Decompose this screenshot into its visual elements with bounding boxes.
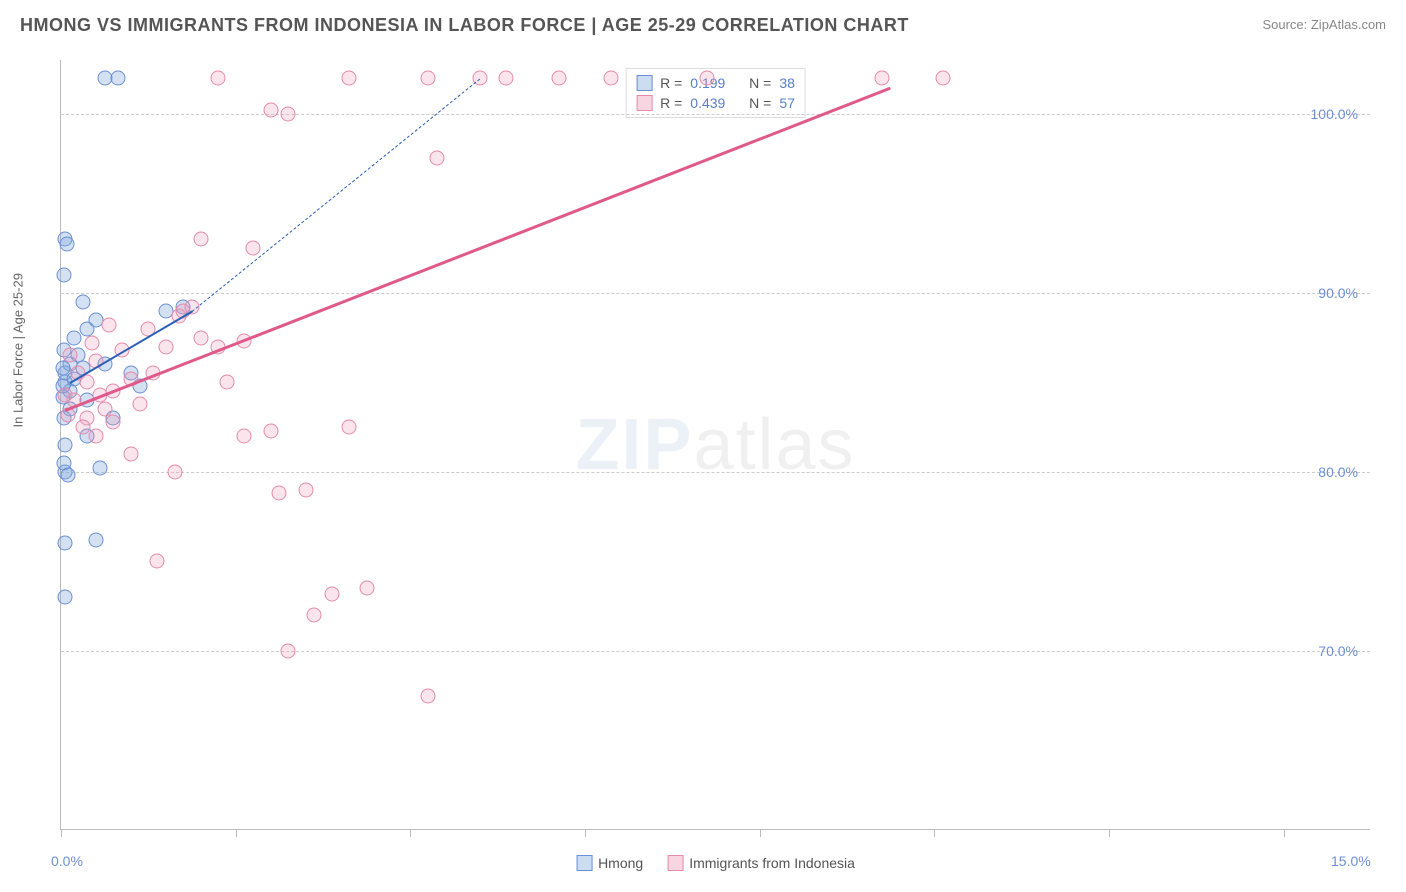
scatter-point-hmong — [110, 70, 125, 85]
swatch-icon — [576, 855, 592, 871]
y-tick-label: 80.0% — [1318, 464, 1358, 480]
x-tick — [236, 829, 237, 837]
correlation-stats-box: R = 0.199 N = 38 R = 0.439 N = 57 — [625, 68, 806, 118]
chart-title: HMONG VS IMMIGRANTS FROM INDONESIA IN LA… — [20, 15, 909, 35]
r-label: R = — [660, 75, 682, 91]
n-value: 57 — [779, 95, 795, 111]
scatter-point-indonesia — [167, 464, 182, 479]
legend-label: Hmong — [598, 855, 643, 871]
scatter-point-indonesia — [88, 429, 103, 444]
scatter-point-indonesia — [123, 446, 138, 461]
stats-row-indonesia: R = 0.439 N = 57 — [636, 93, 795, 113]
x-tick-label: 0.0% — [51, 853, 83, 869]
x-tick — [410, 829, 411, 837]
watermark: ZIPatlas — [575, 404, 855, 486]
scatter-point-indonesia — [246, 241, 261, 256]
scatter-point-indonesia — [307, 608, 322, 623]
scatter-point-hmong — [67, 330, 82, 345]
scatter-point-hmong — [60, 237, 75, 252]
x-tick — [934, 829, 935, 837]
gridline-h — [61, 472, 1370, 473]
gridline-h — [61, 293, 1370, 294]
legend-item-indonesia: Immigrants from Indonesia — [667, 855, 855, 871]
scatter-point-indonesia — [298, 482, 313, 497]
scatter-point-indonesia — [700, 70, 715, 85]
x-tick — [61, 829, 62, 837]
y-tick-label: 100.0% — [1311, 106, 1358, 122]
swatch-icon — [667, 855, 683, 871]
swatch-icon — [636, 95, 652, 111]
x-tick — [585, 829, 586, 837]
scatter-point-indonesia — [263, 103, 278, 118]
scatter-point-hmong — [56, 267, 71, 282]
scatter-point-indonesia — [237, 429, 252, 444]
scatter-point-indonesia — [936, 70, 951, 85]
scatter-point-indonesia — [219, 375, 234, 390]
stats-row-hmong: R = 0.199 N = 38 — [636, 73, 795, 93]
plot-area: ZIPatlas R = 0.199 N = 38 R = 0.439 N = … — [60, 60, 1370, 830]
gridline-h — [61, 651, 1370, 652]
x-tick — [760, 829, 761, 837]
scatter-point-indonesia — [263, 423, 278, 438]
scatter-point-indonesia — [499, 70, 514, 85]
scatter-point-indonesia — [58, 387, 73, 402]
scatter-point-indonesia — [84, 335, 99, 350]
regression-line — [65, 87, 891, 412]
x-tick — [1284, 829, 1285, 837]
scatter-point-indonesia — [359, 581, 374, 596]
scatter-point-indonesia — [420, 70, 435, 85]
scatter-point-indonesia — [150, 554, 165, 569]
scatter-point-indonesia — [211, 70, 226, 85]
scatter-point-indonesia — [324, 586, 339, 601]
legend-item-hmong: Hmong — [576, 855, 643, 871]
swatch-icon — [636, 75, 652, 91]
r-label: R = — [660, 95, 682, 111]
scatter-point-indonesia — [342, 70, 357, 85]
chart-container: HMONG VS IMMIGRANTS FROM INDONESIA IN LA… — [0, 0, 1406, 892]
scatter-point-indonesia — [132, 396, 147, 411]
gridline-h — [61, 114, 1370, 115]
scatter-point-hmong — [88, 532, 103, 547]
y-axis-label: In Labor Force | Age 25-29 — [11, 273, 26, 427]
scatter-point-indonesia — [102, 318, 117, 333]
bottom-legend: Hmong Immigrants from Indonesia — [576, 855, 855, 871]
scatter-point-indonesia — [874, 70, 889, 85]
scatter-point-hmong — [93, 461, 108, 476]
scatter-point-hmong — [60, 468, 75, 483]
source-attribution: Source: ZipAtlas.com — [1262, 17, 1386, 32]
title-bar: HMONG VS IMMIGRANTS FROM INDONESIA IN LA… — [20, 15, 1386, 45]
scatter-point-indonesia — [551, 70, 566, 85]
scatter-point-indonesia — [193, 330, 208, 345]
scatter-point-indonesia — [62, 348, 77, 363]
scatter-point-hmong — [58, 590, 73, 605]
scatter-point-hmong — [58, 536, 73, 551]
y-tick-label: 70.0% — [1318, 643, 1358, 659]
scatter-point-indonesia — [429, 151, 444, 166]
scatter-point-indonesia — [420, 688, 435, 703]
scatter-point-indonesia — [106, 414, 121, 429]
scatter-point-indonesia — [281, 106, 296, 121]
legend-label: Immigrants from Indonesia — [689, 855, 855, 871]
r-value: 0.439 — [690, 95, 725, 111]
n-label: N = — [749, 95, 771, 111]
x-tick — [1109, 829, 1110, 837]
n-label: N = — [749, 75, 771, 91]
scatter-point-indonesia — [342, 420, 357, 435]
scatter-point-hmong — [75, 294, 90, 309]
scatter-point-indonesia — [193, 232, 208, 247]
scatter-point-hmong — [58, 438, 73, 453]
scatter-point-indonesia — [604, 70, 619, 85]
n-value: 38 — [779, 75, 795, 91]
scatter-point-indonesia — [281, 643, 296, 658]
x-tick-label: 15.0% — [1331, 853, 1371, 869]
scatter-point-indonesia — [158, 339, 173, 354]
scatter-point-indonesia — [272, 486, 287, 501]
y-tick-label: 90.0% — [1318, 285, 1358, 301]
